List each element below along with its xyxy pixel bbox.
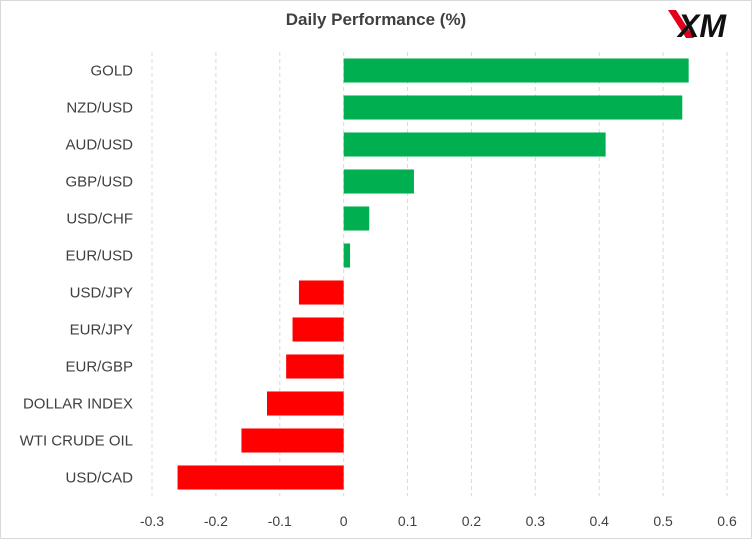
x-tick-label: -0.1	[268, 513, 292, 529]
bar-usd-chf	[343, 206, 370, 231]
x-tick-label: 0.5	[653, 513, 673, 529]
bar-usd-jpy	[298, 280, 344, 305]
logo-text: XM	[676, 8, 727, 44]
x-tick-label: 0.3	[526, 513, 546, 529]
bar-aud-usd	[343, 132, 606, 157]
category-label: GBP/USD	[65, 174, 133, 191]
bar-dollar-index	[267, 391, 344, 416]
x-tick-label: 0.1	[398, 513, 418, 529]
grid-lines	[151, 52, 728, 496]
category-label: AUD/USD	[65, 137, 133, 154]
category-label: DOLLAR INDEX	[23, 396, 133, 413]
bar-eur-jpy	[292, 317, 344, 342]
x-tick-label: 0	[340, 513, 348, 529]
category-label: USD/CAD	[65, 470, 133, 487]
x-tick-label: 0.4	[589, 513, 609, 529]
category-label: USD/JPY	[70, 285, 133, 302]
bar-wti-crude-oil	[241, 428, 344, 453]
bar-gold	[343, 58, 689, 83]
chart-title: Daily Performance (%)	[285, 10, 467, 29]
bars	[177, 58, 689, 490]
category-label: GOLD	[90, 63, 133, 80]
category-label: EUR/USD	[65, 248, 133, 265]
tick-labels: -0.3 -0.2 -0.1 0 0.1 0.2 0.3 0.4 0.5 0.6	[140, 513, 737, 529]
x-tick-label: -0.3	[140, 513, 164, 529]
category-label: NZD/USD	[66, 100, 133, 117]
category-label: WTI CRUDE OIL	[20, 433, 133, 450]
x-tick-label: -0.2	[204, 513, 228, 529]
bar-eur-gbp	[286, 354, 344, 379]
bar-eur-usd	[343, 243, 351, 268]
bar-gbp-usd	[343, 169, 414, 194]
category-labels: GOLD NZD/USD AUD/USD GBP/USD USD/CHF EUR/USD U…	[20, 63, 134, 487]
category-label: EUR/JPY	[70, 322, 133, 339]
category-label: EUR/GBP	[65, 359, 133, 376]
x-tick-label: 0.2	[462, 513, 482, 529]
bar-usd-cad	[177, 465, 344, 490]
category-label: USD/CHF	[66, 211, 133, 228]
xm-logo: XM	[664, 4, 748, 44]
x-tick-label: 0.6	[717, 513, 737, 529]
bar-nzd-usd	[343, 95, 683, 120]
